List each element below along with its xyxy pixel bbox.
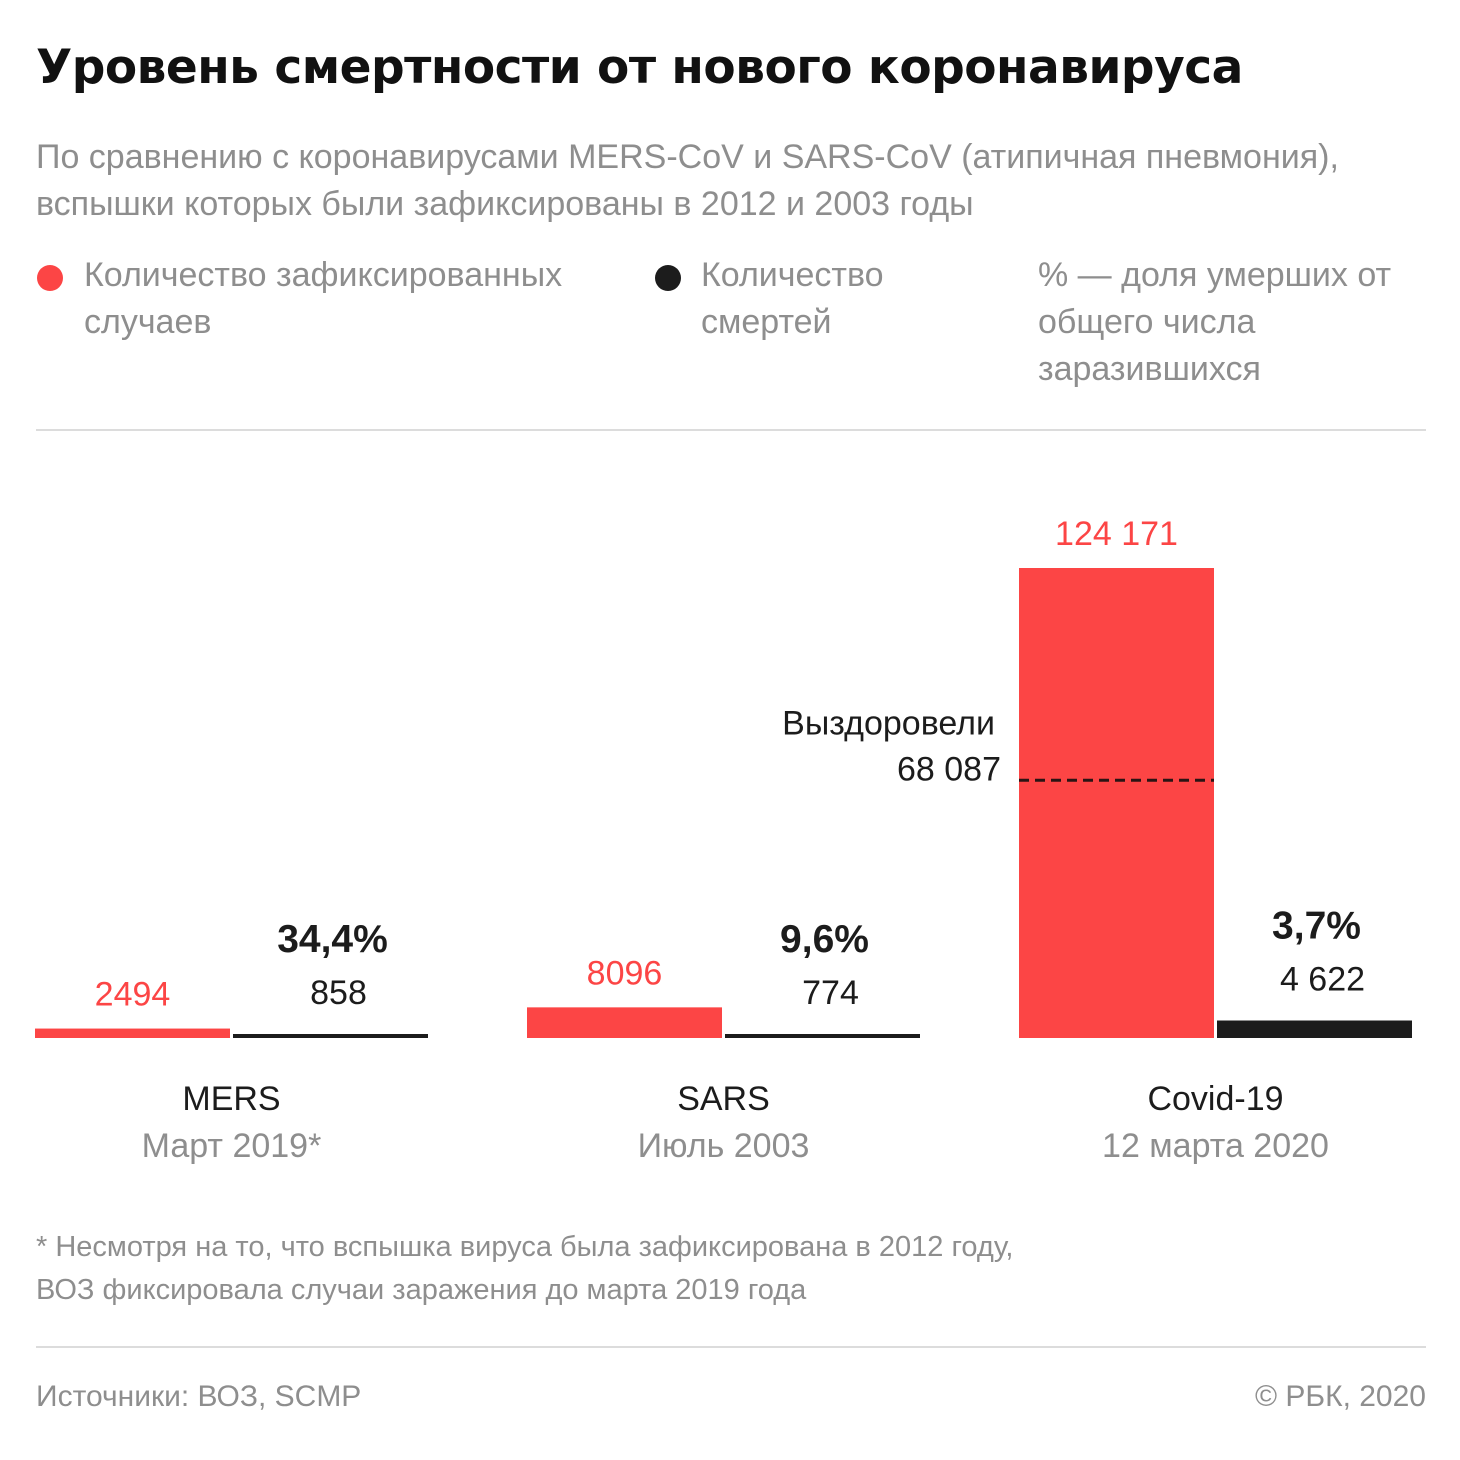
- bar-chart: 2494 858 34,4% MERS Март 2019* 8096 774 9,6% SAR…: [35, 515, 1412, 1165]
- category-date-sars: Июль 2003: [638, 1127, 810, 1165]
- cases-bar-sars: [527, 1007, 722, 1038]
- top-divider: [36, 429, 1426, 431]
- legend-percent-note: % — доля умерших от общего числа заразив…: [1038, 256, 1392, 388]
- source-note: Источники: ВОЗ, SCMP: [36, 1380, 362, 1413]
- deaths-bar-covid-19: [1217, 1020, 1412, 1038]
- deaths-value-label-covid-19: 4 622: [1280, 961, 1365, 999]
- legend-cases-dot: [37, 265, 63, 291]
- category-label-mers: MERS: [182, 1080, 280, 1118]
- footnote: * Несмотря на то, что вспышка вируса был…: [36, 1226, 1013, 1312]
- legend-deaths-label: Количество смертей: [701, 256, 884, 341]
- recovered-value-label: 68 087: [897, 750, 1001, 788]
- category-label-sars: SARS: [677, 1080, 770, 1118]
- deaths-value-label-mers: 858: [310, 974, 367, 1012]
- bottom-divider: [36, 1346, 1426, 1348]
- recovered-label: Выздоровели: [782, 704, 995, 742]
- deaths-bar-sars: [725, 1034, 920, 1038]
- legend-cases-label: Количество зафиксированных случаев: [84, 256, 563, 341]
- cases-value-label-sars: 8096: [587, 954, 663, 992]
- deaths-bar-mers: [233, 1034, 428, 1038]
- category-label-covid-19: Covid-19: [1147, 1080, 1283, 1118]
- deaths-value-label-sars: 774: [802, 974, 859, 1012]
- legend-deaths-dot: [655, 265, 681, 291]
- cases-value-label-covid-19: 124 171: [1055, 515, 1178, 553]
- footnote-line-1: * Несмотря на то, что вспышка вируса был…: [36, 1231, 1014, 1263]
- mortality-percent-label-covid-19: 3,7%: [1272, 905, 1361, 948]
- copyright: © РБК, 2020: [1254, 1380, 1426, 1413]
- cases-bar-covid-19: [1019, 568, 1214, 1038]
- chart-subtitle: По сравнению с коронавирусами MERS-CoV и…: [36, 138, 1339, 223]
- mortality-percent-label-mers: 34,4%: [277, 918, 388, 961]
- mortality-percent-label-sars: 9,6%: [780, 918, 869, 961]
- cases-bar-mers: [35, 1028, 230, 1038]
- footnote-line-2: ВОЗ фиксировала случаи заражения до март…: [36, 1274, 807, 1306]
- category-date-mers: Март 2019*: [142, 1127, 322, 1165]
- chart-title: Уровень смертности от нового коронавирус…: [36, 40, 1243, 95]
- cases-value-label-mers: 2494: [95, 976, 171, 1014]
- category-date-covid-19: 12 марта 2020: [1102, 1127, 1329, 1165]
